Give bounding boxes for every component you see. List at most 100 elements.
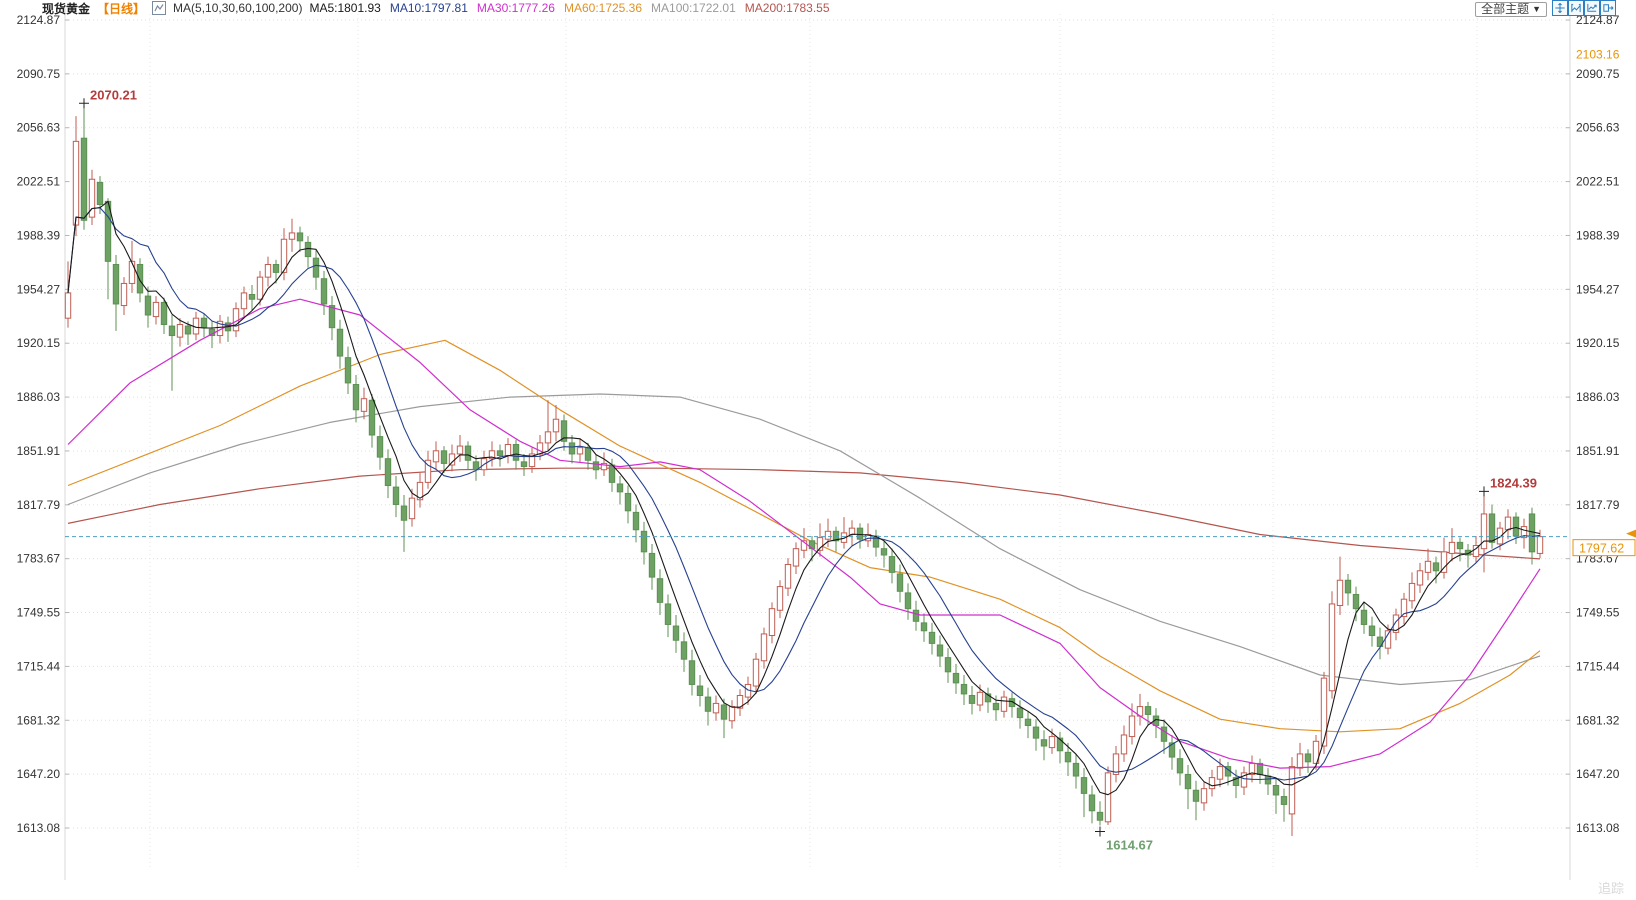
candle-body (1288, 766, 1296, 815)
candle-body (800, 540, 808, 551)
candle-body (896, 573, 904, 592)
candle-body (448, 453, 456, 466)
ma60-line (67, 339, 1541, 733)
candle-body (1232, 777, 1240, 786)
latest-arrow-icon[interactable] (1626, 529, 1636, 538)
ma5-line (67, 200, 1541, 796)
candle-body (504, 443, 512, 457)
candle-body (1368, 625, 1376, 637)
ma-legend-item: MA60:1725.36 (563, 1, 643, 15)
candle-body (1432, 562, 1440, 572)
pan-chart-icon[interactable] (1584, 0, 1600, 16)
chart-toolbar: 全部主题 ▼ (1475, 0, 1616, 19)
candle-body (384, 458, 392, 487)
candle-body (64, 292, 72, 319)
y-axis-label-right: 1817.79 (1576, 498, 1620, 512)
candle-body (1160, 726, 1168, 742)
candle-body (664, 603, 672, 625)
ma10-line (67, 207, 1541, 781)
candle-body (1024, 718, 1032, 727)
candle-body (1016, 707, 1024, 719)
candle-body (544, 431, 552, 444)
candle-body (584, 447, 592, 461)
high-annotation: 1824.39 (1490, 475, 1537, 490)
y-axis-label-right: 1749.55 (1576, 606, 1620, 620)
candle-body (552, 418, 560, 433)
candle-body (752, 658, 760, 687)
candle-body (720, 704, 728, 720)
session-high-label: 2103.16 (1576, 47, 1620, 61)
period-tag: 【日线】 (97, 1, 146, 16)
candle-body (1200, 788, 1208, 804)
candle-body (336, 328, 344, 357)
grid-lines (65, 14, 1570, 870)
candle-body (72, 140, 80, 226)
y-axis-label-left: 1886.03 (17, 390, 61, 404)
candle-body (248, 294, 256, 300)
candle-body (984, 693, 992, 703)
candle-body (1392, 614, 1400, 633)
candle-body (528, 453, 536, 468)
candle-body (960, 683, 968, 695)
candle-body (280, 238, 288, 273)
candle-body (1504, 516, 1512, 531)
candle-body (608, 464, 616, 483)
candle-body (1056, 737, 1064, 752)
y-axis-label-right: 1988.39 (1576, 228, 1620, 242)
candle-body (200, 317, 208, 329)
symbol-title: 现货黄金 (42, 1, 91, 16)
y-axis-label-right: 1647.20 (1576, 767, 1620, 781)
ma200-line (67, 467, 1541, 560)
extreme-cross-marker (79, 98, 89, 109)
candle-body (1032, 726, 1040, 739)
y-axis-label-left: 1988.39 (17, 228, 61, 242)
candle-body (592, 461, 600, 471)
candle-body (640, 530, 648, 553)
y-axis-label-right: 1851.91 (1576, 444, 1620, 458)
themes-dropdown-button[interactable]: 全部主题 ▼ (1475, 2, 1547, 17)
ma-legend-item: MA200:1783.55 (744, 1, 830, 15)
candle-body (408, 497, 416, 520)
y-axis-label-left: 1851.91 (17, 444, 61, 458)
candle-body (80, 137, 88, 221)
extreme-cross-marker (1095, 826, 1105, 837)
candle-body (1264, 775, 1272, 785)
candle-body (96, 181, 104, 206)
candle-body (1040, 739, 1048, 747)
candle-body (368, 399, 376, 436)
candle-body (464, 445, 472, 461)
y-axis-label-left: 1954.27 (17, 282, 61, 296)
export-icon[interactable] (1600, 0, 1616, 16)
ma-legend-items: MA5:1801.93 MA10:1797.81 MA30:1777.26 MA60:… (309, 1, 838, 15)
measure-icon[interactable] (1568, 0, 1584, 16)
y-axis-label-left: 2090.75 (17, 67, 61, 81)
candle-body (488, 450, 496, 460)
y-axis-label-right: 2022.51 (1576, 175, 1620, 189)
y-axis-label-right: 1613.08 (1576, 821, 1620, 835)
candle-body (1408, 582, 1416, 602)
y-axis-label-left: 1613.08 (17, 821, 61, 835)
candle-body (784, 563, 792, 589)
candle-body (1456, 541, 1464, 550)
candle-body (920, 622, 928, 632)
candle-body (816, 537, 824, 551)
candle-body (128, 260, 136, 284)
candlestick-series (64, 106, 1544, 837)
candle-body (432, 450, 440, 463)
y-axis-label-right: 2124.87 (1576, 13, 1620, 27)
candle-body (1360, 609, 1368, 625)
candle-body (176, 323, 184, 338)
candle-body (1320, 677, 1328, 747)
candle-body (1328, 603, 1336, 692)
indicator-chart-icon[interactable] (152, 1, 167, 15)
candle-body (1000, 696, 1008, 712)
candle-body (600, 462, 608, 471)
move-icon[interactable] (1552, 0, 1568, 16)
y-axis-label-left: 2056.63 (17, 121, 61, 135)
ma-legend-item: MA100:1722.01 (651, 1, 736, 15)
candle-body (1336, 579, 1344, 607)
candle-body (264, 264, 272, 278)
candle-body (1048, 736, 1056, 749)
